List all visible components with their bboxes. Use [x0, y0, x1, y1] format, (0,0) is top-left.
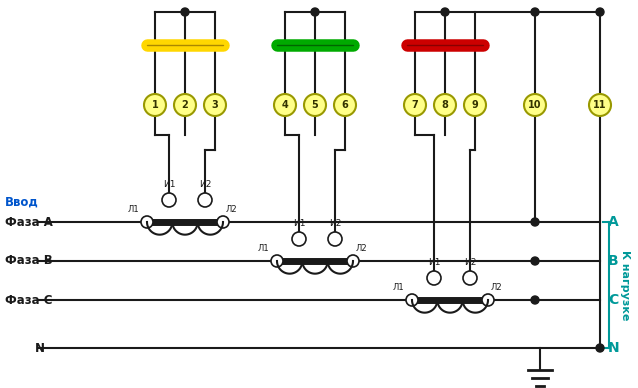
Text: Фаза В: Фаза В: [5, 255, 53, 267]
Circle shape: [596, 8, 604, 16]
Circle shape: [292, 232, 306, 246]
Circle shape: [144, 94, 166, 116]
Circle shape: [328, 232, 342, 246]
Text: Ввод: Ввод: [5, 196, 39, 208]
Text: 4: 4: [281, 100, 288, 110]
Text: 11: 11: [593, 100, 607, 110]
Text: N: N: [35, 341, 45, 355]
Text: 2: 2: [182, 100, 188, 110]
Text: И2: И2: [329, 219, 341, 228]
Text: 1: 1: [152, 100, 158, 110]
Circle shape: [482, 294, 494, 306]
Text: 5: 5: [311, 100, 318, 110]
Text: Л1: Л1: [257, 244, 269, 253]
Circle shape: [174, 94, 196, 116]
Circle shape: [589, 94, 611, 116]
Text: N: N: [608, 341, 619, 355]
Text: С: С: [608, 293, 618, 307]
Text: Фаза А: Фаза А: [5, 215, 53, 229]
Text: И2: И2: [199, 180, 211, 189]
Circle shape: [181, 8, 189, 16]
Circle shape: [524, 94, 546, 116]
Text: И1: И1: [163, 180, 175, 189]
Circle shape: [434, 94, 456, 116]
Text: 9: 9: [471, 100, 478, 110]
Text: В: В: [608, 254, 619, 268]
Text: И2: И2: [464, 258, 476, 267]
Circle shape: [406, 294, 418, 306]
Circle shape: [347, 255, 359, 267]
Circle shape: [198, 193, 212, 207]
Circle shape: [531, 257, 539, 265]
Text: Л2: Л2: [356, 244, 367, 253]
Circle shape: [464, 94, 486, 116]
Text: 7: 7: [412, 100, 419, 110]
Circle shape: [531, 296, 539, 304]
Circle shape: [463, 271, 477, 285]
Text: Фаза С: Фаза С: [5, 293, 52, 307]
Text: И1: И1: [293, 219, 305, 228]
Text: Л2: Л2: [491, 283, 503, 292]
Circle shape: [162, 193, 176, 207]
Circle shape: [596, 344, 604, 352]
Text: 8: 8: [441, 100, 449, 110]
Circle shape: [441, 8, 449, 16]
Circle shape: [204, 94, 226, 116]
Circle shape: [427, 271, 441, 285]
Text: Л1: Л1: [392, 283, 404, 292]
Text: 6: 6: [341, 100, 348, 110]
Text: И1: И1: [427, 258, 440, 267]
Circle shape: [304, 94, 326, 116]
Text: Л2: Л2: [226, 205, 237, 214]
Text: К нагрузке: К нагрузке: [620, 250, 630, 320]
Circle shape: [311, 8, 319, 16]
Text: 3: 3: [212, 100, 218, 110]
Circle shape: [274, 94, 296, 116]
Circle shape: [217, 216, 229, 228]
Text: А: А: [608, 215, 619, 229]
Circle shape: [271, 255, 283, 267]
Text: Л1: Л1: [128, 205, 139, 214]
Circle shape: [531, 8, 539, 16]
Circle shape: [334, 94, 356, 116]
Circle shape: [141, 216, 153, 228]
Text: 10: 10: [528, 100, 542, 110]
Circle shape: [531, 218, 539, 226]
Circle shape: [404, 94, 426, 116]
